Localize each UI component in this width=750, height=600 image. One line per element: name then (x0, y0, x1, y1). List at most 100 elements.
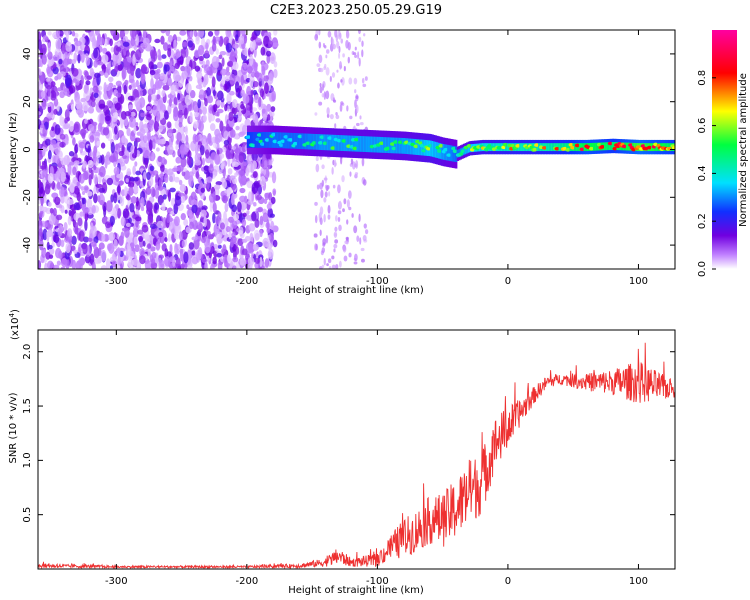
heatmap-cell (247, 200, 254, 205)
heatmap-cell (314, 201, 318, 206)
heatmap-cell (140, 42, 147, 48)
heatmap-cell (272, 190, 276, 197)
heatmap-cell (369, 136, 372, 153)
heatmap-cell (363, 223, 367, 229)
heatmap-cell (190, 199, 198, 207)
heatmap-cell (240, 103, 245, 110)
heatmap-cell (323, 177, 328, 181)
heatmap-cell (129, 203, 135, 213)
heatmap-cell (214, 153, 221, 165)
heatmap-cell (196, 71, 203, 80)
heatmap-cell (367, 136, 370, 153)
heatmap-cell (197, 30, 205, 38)
heatmap-cell (68, 85, 76, 94)
heatmap-cell (51, 180, 56, 190)
heatmap-cell (264, 258, 270, 268)
heatmap-cell (284, 132, 287, 149)
heatmap-cell (225, 75, 230, 82)
heatmap-cell (260, 142, 266, 146)
heatmap-cell (254, 257, 261, 264)
heatmap-cell (347, 190, 352, 199)
heatmap-cell (42, 35, 48, 40)
heatmap-cell (217, 90, 224, 101)
heatmap-cell (241, 218, 247, 227)
heatmap-cell (59, 133, 66, 140)
heatmap-cell (272, 239, 278, 248)
heatmap-cell (197, 221, 203, 230)
heatmap-cell (191, 250, 196, 256)
heatmap-cell (54, 196, 61, 206)
heatmap-cell (171, 228, 175, 235)
heatmap-cell (251, 190, 255, 203)
heatmap-cell (171, 167, 178, 173)
heatmap-cell (110, 30, 117, 37)
heatmap-cell (349, 171, 352, 177)
heatmap-cell (316, 184, 320, 190)
heatmap-cell (610, 142, 613, 150)
heatmap-cell (262, 237, 270, 248)
heatmap-cell (166, 121, 172, 129)
heatmap-cell (130, 66, 135, 76)
heatmap-cell (113, 238, 118, 249)
heatmap-cell (212, 202, 217, 214)
heatmap-cell (117, 58, 121, 66)
heatmap-cell (134, 244, 140, 253)
heatmap-cell (605, 142, 608, 151)
heatmap-cell (372, 136, 375, 153)
heatmap-cell (98, 242, 105, 250)
heatmap-cell (164, 173, 169, 184)
heatmap-cell (193, 30, 198, 37)
heatmap-cell (65, 41, 72, 52)
heatmap-cell (120, 110, 127, 120)
x-tick-label: 0 (505, 276, 511, 287)
heatmap-cell (199, 145, 205, 156)
heatmap-cell (426, 146, 432, 151)
heatmap-cell (132, 54, 136, 66)
x-tick-label: 100 (629, 576, 648, 587)
heatmap-cell (120, 231, 125, 241)
heatmap-cell (219, 222, 226, 230)
heatmap-cell (334, 134, 337, 151)
heatmap-cell (341, 139, 347, 143)
heatmap-cell (46, 77, 51, 82)
heatmap-cell (273, 30, 278, 36)
heatmap-cell (58, 58, 63, 65)
heatmap-cell (236, 263, 241, 269)
heatmap-cell (259, 229, 263, 238)
heatmap-cell (343, 66, 346, 72)
heatmap-cell (364, 76, 368, 81)
heatmap-cell (220, 100, 225, 108)
y-tick-label: 20 (22, 95, 33, 108)
heatmap-cell (197, 144, 201, 152)
heatmap-cell (293, 133, 297, 149)
heatmap-cell (228, 143, 232, 151)
heatmap-cell (99, 199, 105, 206)
heatmap-cell (318, 54, 323, 64)
heatmap-cell (79, 211, 85, 217)
colorbar-gradient (712, 30, 737, 269)
heatmap-cell (265, 50, 272, 57)
heatmap-cell (175, 257, 181, 269)
heatmap-cell (59, 141, 66, 148)
heatmap-cell (348, 77, 353, 85)
heatmap-cell (228, 230, 232, 240)
heatmap-cell (215, 133, 223, 143)
snr-ticks: -300 -200 -100 0 100 0.5 1.0 1.5 2.0 (22, 330, 675, 587)
heatmap-cell (203, 165, 210, 172)
heatmap-cell (353, 77, 358, 85)
x-tick-label: -300 (105, 276, 128, 287)
heatmap-cell (235, 34, 239, 42)
heatmap-cell (100, 142, 106, 149)
heatmap-cell (556, 143, 560, 152)
heatmap-cell (167, 144, 174, 155)
heatmap-cell (204, 242, 211, 254)
heatmap-cell (113, 126, 118, 135)
heatmap-cell (253, 62, 258, 73)
heatmap-cell (110, 141, 115, 154)
heatmap-cell (82, 101, 89, 112)
heatmap-cell (297, 134, 303, 139)
heatmap-cell (40, 43, 47, 56)
heatmap-cell (120, 116, 124, 129)
heatmap-cell (167, 189, 172, 202)
heatmap-cell (54, 171, 61, 183)
